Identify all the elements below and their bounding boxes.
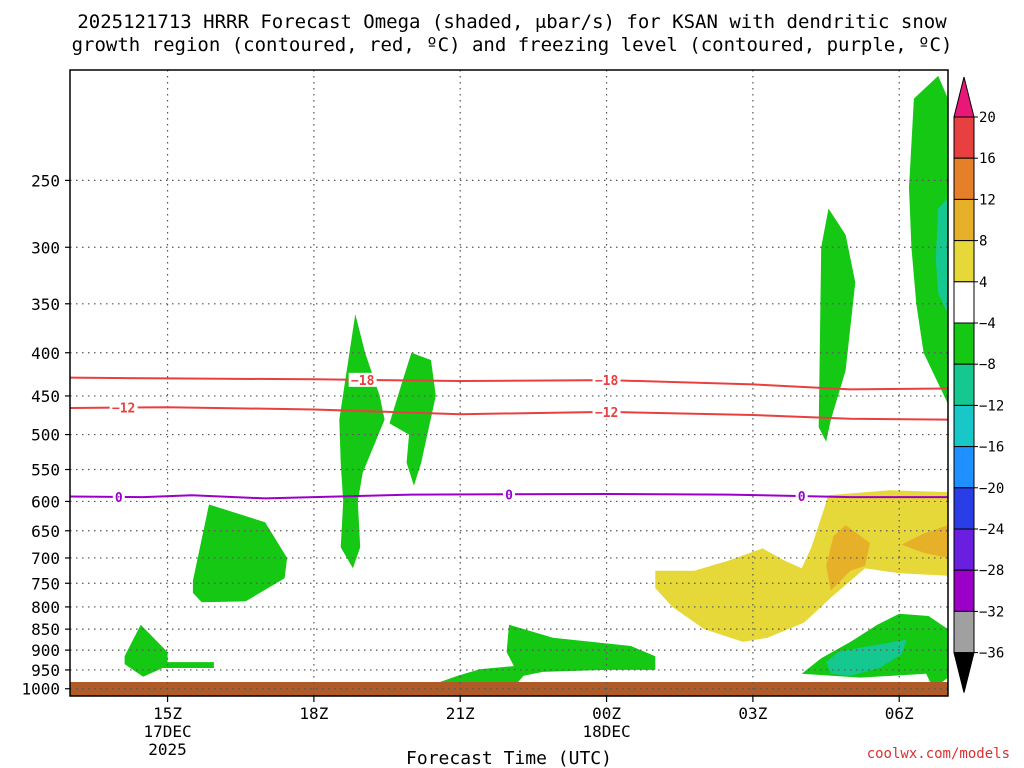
colorbar-swatch	[953, 528, 975, 571]
omega-region-8	[909, 75, 948, 405]
chart-title-line-1: 2025121713 HRRR Forecast Omega (shaded, …	[77, 11, 947, 33]
y-tick-label: 850	[31, 620, 60, 639]
contour-label: −18	[351, 374, 375, 389]
colorbar-label: 20	[979, 110, 996, 126]
temperature-contours: −18 −18 −12 −12 0 0 0	[70, 372, 948, 506]
colorbar-label: −4	[979, 316, 996, 332]
x-axis-label: Forecast Time (UTC)	[406, 748, 612, 768]
y-tick-label: 950	[31, 661, 60, 680]
omega-region-6	[826, 639, 907, 676]
contour-line-1	[70, 406, 948, 421]
colorbar-label: −28	[979, 563, 1004, 579]
omega-region-4	[431, 624, 656, 693]
contour-label-bg	[348, 372, 377, 387]
omega-region-7	[818, 208, 856, 442]
colorbar-label: −8	[979, 357, 996, 373]
colorbar-label: 8	[979, 234, 987, 250]
omega-region-12	[901, 525, 948, 558]
colorbar-swatch	[953, 610, 975, 654]
contour-label-bg	[503, 487, 515, 502]
y-tick-label: 900	[31, 641, 60, 660]
y-tick-label: 1000	[21, 680, 60, 699]
credit-text: coolwx.com/models	[867, 746, 1010, 762]
y-tick-label: 500	[31, 426, 60, 445]
colorbar-top-arrow	[953, 76, 975, 118]
contour-label: 0	[115, 491, 123, 506]
colorbar-swatch	[953, 446, 975, 489]
colorbar-label: −16	[979, 440, 1004, 456]
colorbar-label: −36	[979, 646, 1004, 662]
colorbar-swatch	[953, 281, 975, 324]
omega-region-0	[124, 624, 214, 677]
x-tick-label: 18Z	[299, 704, 328, 723]
y-tick-label: 350	[31, 295, 60, 314]
colorbar-swatch	[953, 157, 975, 200]
colorbar-label: −20	[979, 481, 1004, 497]
contour-label-bg	[112, 489, 125, 504]
grid-lines	[70, 70, 948, 696]
omega-region-3	[389, 352, 436, 486]
contour-label: 0	[505, 488, 513, 503]
colorbar-label: 4	[979, 275, 987, 291]
chart-title-line-2: growth region (contoured, red, ºC) and f…	[72, 34, 953, 56]
colorbar-swatch	[953, 322, 975, 365]
plot-frame	[69, 69, 949, 697]
y-tick-label: 450	[31, 387, 60, 406]
colorbar-swatch	[953, 116, 975, 159]
colorbar-swatch	[953, 404, 975, 448]
contour-line-0	[70, 376, 948, 391]
y-axis-ticks: 250 300 350 400 450 500 550 600 650 700 750 800 850 9…	[21, 171, 70, 699]
colorbar-label: −24	[979, 522, 1004, 538]
contour-label-bg	[795, 489, 808, 504]
y-tick-label: 650	[31, 522, 60, 541]
x-tick-sublabel: 2025	[148, 740, 187, 759]
contour-label: −12	[112, 402, 135, 417]
colorbar-swatch	[953, 569, 975, 612]
y-tick-label: 600	[31, 492, 60, 511]
x-tick-label: 06Z	[885, 704, 914, 723]
colorbar-label: 12	[979, 192, 996, 208]
contour-label: −18	[595, 374, 619, 389]
colorbar-swatch	[953, 363, 975, 406]
x-tick-label: 03Z	[738, 704, 767, 723]
colorbar-swatch	[953, 198, 975, 242]
y-tick-label: 700	[31, 549, 60, 568]
omega-region-11	[826, 525, 870, 591]
colorbar-swatch	[953, 487, 975, 530]
contour-label-bg	[109, 400, 138, 415]
omega-region-1	[192, 504, 288, 603]
y-tick-label: 550	[31, 461, 60, 480]
omega-shaded-regions	[124, 75, 948, 693]
colorbar-swatch	[953, 240, 975, 283]
contour-label: −12	[595, 406, 618, 421]
y-tick-label: 400	[31, 344, 60, 363]
omega-region-9	[935, 197, 948, 315]
colorbar-label: −32	[979, 604, 1004, 620]
x-tick-label: 21Z	[446, 704, 475, 723]
y-tick-label: 750	[31, 574, 60, 593]
contour-label-bg	[592, 404, 621, 419]
x-tick-sublabel: 17DEC	[143, 722, 191, 741]
y-tick-label: 300	[31, 238, 60, 257]
colorbar: 20 16 12 8 4 −4 −8 −12 −16 −20 −24 −28 −32 −36	[953, 76, 1004, 693]
x-tick-label: 15Z	[153, 704, 182, 723]
y-tick-label: 800	[31, 598, 60, 617]
colorbar-bottom-arrow	[953, 652, 975, 693]
y-tick-label: 250	[31, 171, 60, 190]
contour-label-bg	[592, 373, 621, 388]
contour-line-2	[70, 492, 948, 500]
colorbar-label: 16	[979, 151, 996, 167]
contour-label: 0	[798, 490, 806, 505]
x-tick-sublabel: 18DEC	[582, 722, 630, 741]
colorbar-label: −12	[979, 398, 1004, 414]
omega-region-10	[655, 490, 948, 642]
x-tick-label: 00Z	[592, 704, 621, 723]
